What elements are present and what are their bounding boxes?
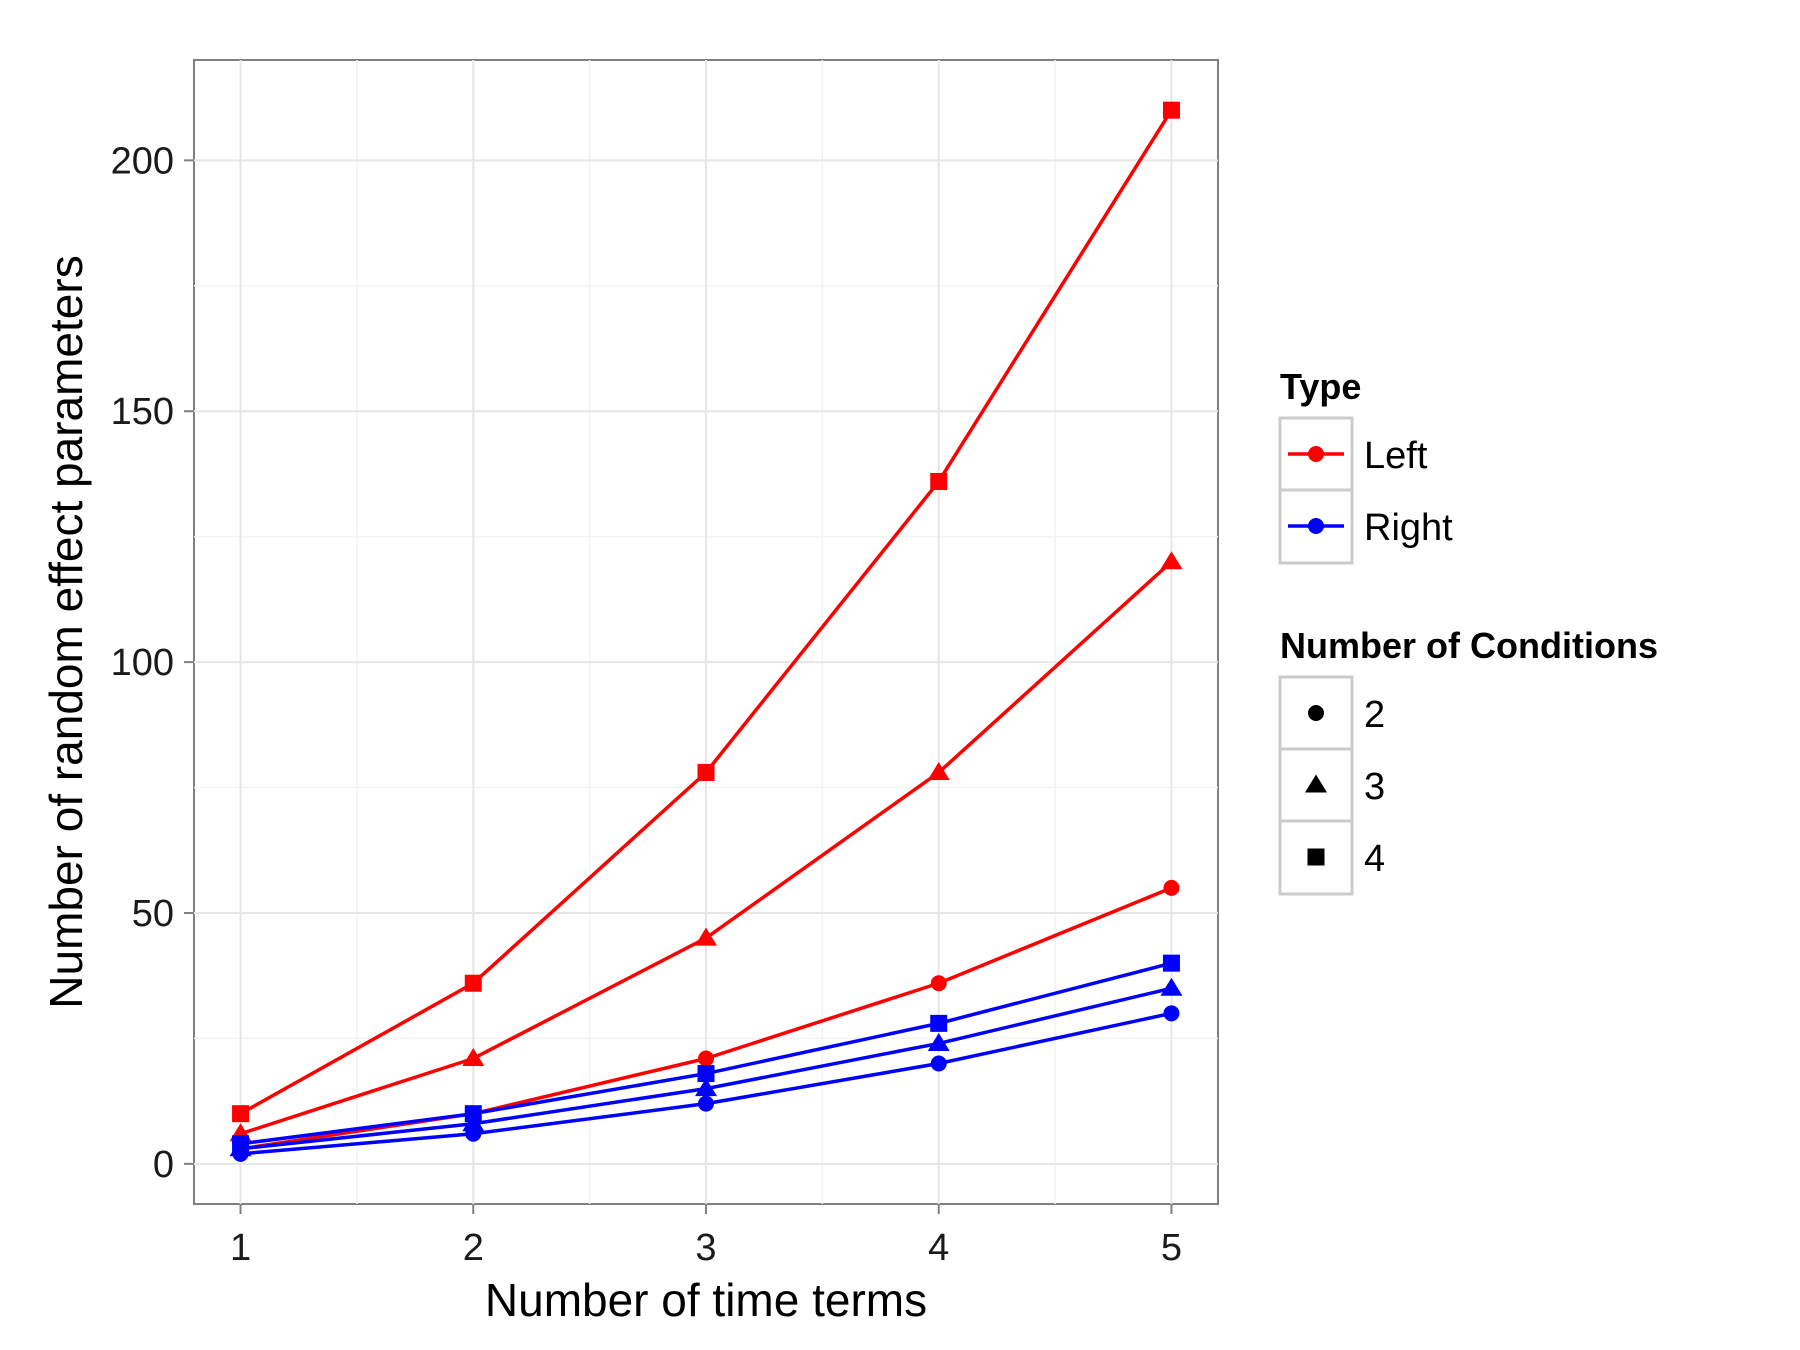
grid-major <box>194 60 1218 1204</box>
legend-label: Right <box>1364 507 1453 549</box>
legend-item-left: Left <box>1288 435 1428 477</box>
data-point-square <box>1162 954 1180 972</box>
data-point-square <box>697 763 715 781</box>
data-point-triangle <box>1160 551 1183 570</box>
series-left-4 <box>232 101 1180 1123</box>
legend-key-triangle <box>1305 774 1327 793</box>
y-tick-label: 50 <box>132 893 174 935</box>
data-point-square <box>1162 101 1180 119</box>
data-point-square <box>697 1065 715 1083</box>
x-axis-title: Number of time terms <box>485 1274 927 1326</box>
data-point-circle <box>930 975 947 992</box>
data-point-circle <box>232 1145 249 1162</box>
y-tick-label: 200 <box>111 140 174 182</box>
legend-key-circle <box>1308 705 1324 721</box>
data-point-circle <box>930 1055 947 1072</box>
legend-type: Type Left Right <box>1278 366 1453 565</box>
data-point-triangle <box>927 1032 950 1051</box>
data-point-triangle <box>927 761 950 780</box>
legend-conditions: Number of Conditions 2 3 4 <box>1278 625 1658 896</box>
legend-item-conditions-3: 3 <box>1305 766 1385 808</box>
legend-item-conditions-4: 4 <box>1307 838 1385 880</box>
legend-conditions-title: Number of Conditions <box>1280 625 1658 666</box>
y-tick-label: 0 <box>153 1144 174 1186</box>
y-tick-label: 100 <box>111 642 174 684</box>
data-point-triangle <box>695 1078 717 1097</box>
data-point-triangle <box>462 1047 485 1066</box>
x-tick-label: 1 <box>230 1227 251 1269</box>
data-point-square <box>232 1105 250 1123</box>
y-tick-label: 150 <box>111 391 174 433</box>
data-point-square <box>930 1014 948 1032</box>
data-point-circle <box>465 1125 482 1142</box>
legend-item-right: Right <box>1288 507 1453 549</box>
data-point-triangle <box>695 927 717 946</box>
data-point-circle <box>698 1050 714 1067</box>
legend-label: 4 <box>1364 838 1385 880</box>
axis-ticks: 0 50 100 150 200 1 2 3 4 5 <box>111 140 1182 1269</box>
legend-key-square <box>1307 848 1325 866</box>
x-tick-label: 2 <box>463 1227 484 1269</box>
x-tick-label: 3 <box>695 1227 716 1269</box>
data-point-circle <box>1163 879 1180 896</box>
data-point-square <box>464 974 482 992</box>
legend-type-title: Type <box>1280 366 1361 407</box>
data-point-triangle <box>462 1113 485 1132</box>
series-right-4 <box>232 954 1180 1153</box>
data-point-triangle <box>1160 977 1183 996</box>
x-tick-label: 4 <box>928 1227 949 1269</box>
series-layer <box>229 101 1183 1162</box>
data-point-circle <box>698 1095 714 1112</box>
legend-label: Left <box>1364 435 1428 477</box>
legend-item-conditions-2: 2 <box>1308 694 1385 736</box>
data-point-circle <box>1163 1005 1180 1022</box>
y-axis-title: Number of random effect parameters <box>40 255 92 1008</box>
legend-key-circle <box>1308 446 1324 462</box>
legend-key-circle <box>1308 518 1324 534</box>
legend-label: 3 <box>1364 766 1385 808</box>
legend-label: 2 <box>1364 694 1385 736</box>
x-tick-label: 5 <box>1161 1227 1182 1269</box>
series-right-2 <box>232 1005 1180 1162</box>
data-point-square <box>930 472 948 490</box>
